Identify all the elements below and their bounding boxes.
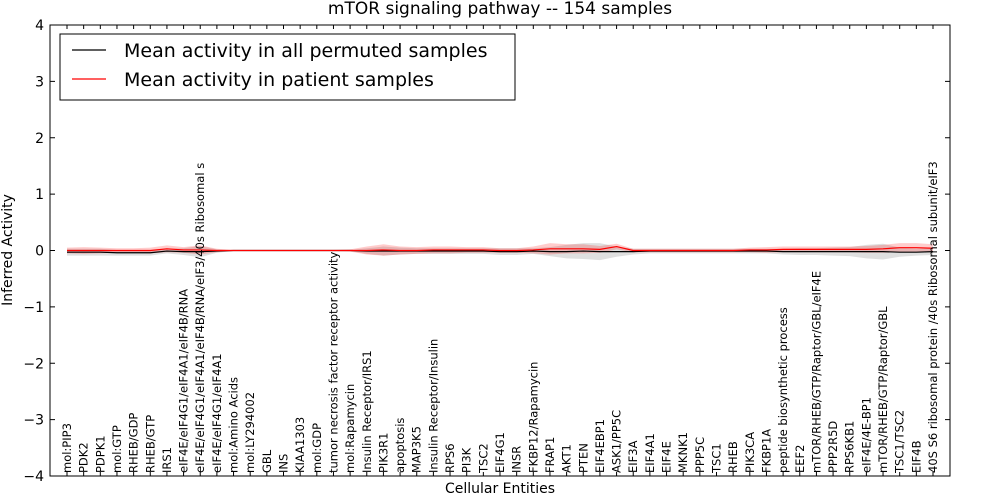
x-tick-label: IRS1 — [160, 447, 174, 473]
x-tick-label: mTOR/RHEB/GTP/Raptor/GBL/eIF4E — [809, 271, 823, 473]
y-tick-label: −2 — [23, 356, 44, 372]
y-axis-label: Inferred Activity — [0, 194, 16, 306]
y-tick-label: 2 — [35, 131, 44, 147]
x-tick-label: Insulin Receptor/IRS1 — [360, 350, 374, 473]
y-tick-label: 0 — [35, 244, 44, 260]
x-axis-label: Cellular Entities — [445, 481, 555, 497]
legend-box — [59, 33, 516, 101]
x-tick-label: FKBP1A — [759, 429, 773, 473]
x-tick-label: EIF4G1 — [493, 432, 507, 473]
x-tick-label: tumor necrosis factor receptor activity — [326, 251, 340, 473]
y-tick-label: 1 — [35, 187, 44, 203]
legend-label-permuted: Mean activity in all permuted samples — [124, 40, 487, 62]
x-tick-label: TSC2 — [476, 443, 490, 474]
y-tick-label: −1 — [23, 300, 44, 316]
x-tick-label: PPP2R5D — [826, 421, 840, 473]
x-tick-label: KIAA1303 — [293, 417, 307, 473]
x-tick-label: eIF4E/eIF4G1/eIF4A1/eIF4B/RNA/eIF3/40s R… — [193, 163, 207, 473]
x-tick-labels: mol:PIP3 PDK2 PDPK1 mol:GTP RHEB/GDP RHEB/GTP… — [60, 161, 940, 474]
x-tick-label: PIK3R1 — [376, 433, 390, 474]
series-lines — [67, 245, 934, 254]
legend-label-patient: Mean activity in patient samples — [124, 69, 434, 91]
x-tick-label: PI3K — [460, 447, 474, 473]
x-tick-label: PTEN — [576, 443, 590, 473]
x-tick-label: EIF4A1 — [643, 433, 657, 473]
x-tick-label: mTOR/RHEB/GTP/Raptor/GBL — [876, 306, 890, 473]
x-tick-label: mol:LY294002 — [243, 392, 257, 473]
x-tick-label: EEF2 — [793, 445, 807, 473]
y-axis-ticks: −4 −3 −2 −1 0 1 2 3 4 — [23, 18, 950, 485]
x-tick-label: EIF4E — [660, 441, 674, 473]
y-tick-label: 4 — [35, 18, 44, 34]
x-tick-label: mol:PIP3 — [60, 423, 74, 473]
x-tick-label: FKBP12/Rapamycin — [526, 362, 540, 473]
x-tick-label: EIF4EBP1 — [593, 419, 607, 473]
x-tick-label: RHEB/GTP — [143, 415, 157, 473]
y-tick-label: 3 — [35, 74, 44, 90]
x-axis-ticks — [66, 25, 934, 476]
x-tick-label: eIF4E/eIF4G1/eIF4A1/eIF4B/RNA — [177, 289, 191, 473]
x-tick-label: TSC1/TSC2 — [893, 410, 907, 474]
x-tick-label: MKNK1 — [676, 432, 690, 473]
y-tick-label: −3 — [23, 413, 44, 429]
x-tick-label: peptide biosynthetic process — [776, 307, 790, 473]
x-tick-label: mol:Amino Acids — [227, 377, 241, 473]
chart-title: mTOR signaling pathway -- 154 samples — [328, 0, 672, 19]
x-tick-label: TSC1 — [710, 443, 724, 474]
x-tick-label: RPS6 — [443, 443, 457, 473]
legend: Mean activity in all permuted samples Me… — [59, 33, 516, 101]
x-tick-label: Insulin Receptor/Insulin — [426, 339, 440, 473]
plot-frame — [49, 24, 951, 477]
x-tick-label: mol:GDP — [310, 423, 324, 473]
x-tick-label: RHEB/GDP — [127, 413, 141, 473]
x-tick-label: eIF4E/4E-BP1 — [859, 397, 873, 473]
y-tick-label: −4 — [23, 469, 44, 485]
x-tick-label: RHEB — [726, 441, 740, 473]
x-tick-label: ASK1/PP5C — [610, 410, 624, 473]
band-series-1 — [67, 243, 933, 256]
x-tick-label: INSR — [510, 446, 524, 473]
x-tick-label: eIF4E/eIF4G1/eIF4A1 — [210, 353, 224, 473]
x-tick-label: 40S S6 ribosomal protein /40s Ribosomal … — [926, 161, 940, 473]
x-tick-label: EIF3A — [626, 440, 640, 473]
x-tick-label: RPS6KB1 — [843, 421, 857, 473]
x-tick-label: mol:Rapamycin — [343, 384, 357, 473]
x-tick-label: PDK2 — [77, 442, 91, 473]
x-tick-label: MAP3K5 — [410, 426, 424, 473]
x-tick-label: EIF4B — [909, 440, 923, 473]
x-tick-label: PPP5C — [693, 437, 707, 473]
x-tick-label: apoptosis — [393, 418, 407, 473]
x-tick-label: PDPK1 — [93, 435, 107, 473]
x-tick-label: GBL — [260, 449, 274, 473]
line-series-1 — [67, 245, 934, 252]
x-tick-label: PIK3CA — [743, 432, 757, 473]
x-tick-label: INS — [277, 454, 291, 473]
x-tick-label: AKT1 — [560, 444, 574, 473]
x-tick-label: FRAP1 — [543, 437, 557, 473]
x-tick-label: mol:GTP — [110, 425, 124, 473]
line-series-0 — [67, 249, 934, 254]
